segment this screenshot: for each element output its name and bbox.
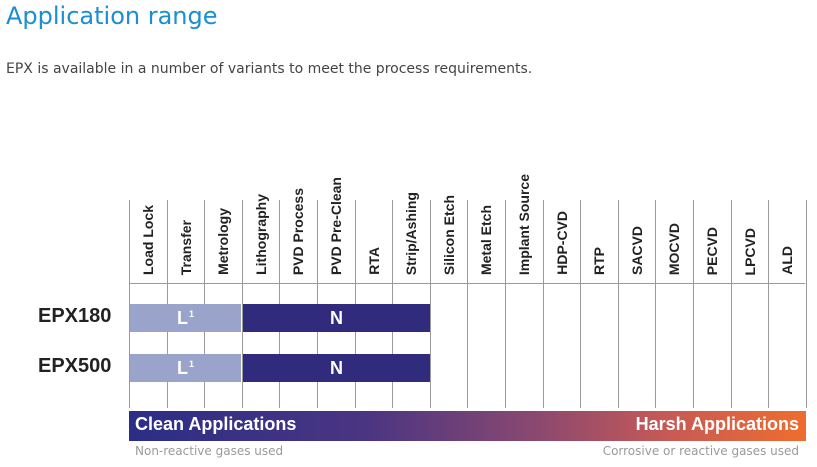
epx500-l-label: L xyxy=(176,357,188,378)
corrosive-note: Corrosive or reactive gases used xyxy=(602,444,799,458)
column-header-label: PVD Pre-Clean xyxy=(327,176,344,275)
grid-column-line xyxy=(731,200,732,408)
grid-column-line xyxy=(580,200,581,408)
column-header: Transfer xyxy=(167,150,204,275)
column-header-label: LPCVD xyxy=(741,227,758,275)
column-header-label: PECVD xyxy=(703,226,720,275)
grid-column-line xyxy=(505,200,506,408)
column-header: Load Lock xyxy=(129,150,166,275)
column-header-label: SACVD xyxy=(628,225,645,275)
column-header-label: MOCVD xyxy=(665,222,682,275)
application-scale-bar xyxy=(129,411,806,441)
page-title: Application range xyxy=(6,2,218,30)
column-header-label: HDP-CVD xyxy=(553,211,570,275)
column-header: Implant Source xyxy=(505,150,542,275)
column-header-label: Implant Source xyxy=(515,173,532,275)
column-header-label: Lithography xyxy=(252,194,269,275)
column-header-label: Metrology xyxy=(214,208,231,275)
column-header-label: Silicon Etch xyxy=(440,194,457,275)
column-header-label: Metal Etch xyxy=(477,204,494,275)
epx500-n-bar: N xyxy=(243,354,430,382)
column-header: RTP xyxy=(580,150,617,275)
column-header: RTA xyxy=(355,150,392,275)
grid-column-line xyxy=(806,200,807,408)
column-header: ALD xyxy=(768,150,805,275)
grid-column-line xyxy=(242,200,243,408)
column-header-label: RTP xyxy=(590,247,607,275)
row-label-epx180: EPX180 xyxy=(38,305,112,327)
column-header: Silicon Etch xyxy=(430,150,467,275)
column-header: HDP-CVD xyxy=(543,150,580,275)
column-header: Strip/Ashing xyxy=(392,150,429,275)
column-header: Metrology xyxy=(204,150,241,275)
harsh-applications-label: Harsh Applications xyxy=(635,414,799,434)
column-header-label: Transfer xyxy=(177,219,194,275)
column-header: SACVD xyxy=(618,150,655,275)
grid-column-line xyxy=(467,200,468,408)
column-header: LPCVD xyxy=(731,150,768,275)
row-label-epx500: EPX500 xyxy=(38,355,112,377)
grid-column-line xyxy=(430,200,431,408)
grid-column-line xyxy=(543,200,544,408)
epx180-n-bar: N xyxy=(243,304,430,332)
column-header: PVD Process xyxy=(279,150,316,275)
epx180-n-label: N xyxy=(330,307,343,328)
column-header: MOCVD xyxy=(655,150,692,275)
epx180-l-footnote: 1 xyxy=(188,309,194,319)
column-header-label: Strip/Ashing xyxy=(402,191,419,275)
column-header: Lithography xyxy=(242,150,279,275)
clean-applications-label: Clean Applications xyxy=(135,414,297,434)
non-reactive-note: Non-reactive gases used xyxy=(135,444,284,458)
column-header-label: Load Lock xyxy=(139,204,156,275)
epx500-l-footnote: 1 xyxy=(188,359,194,369)
column-header: PVD Pre-Clean xyxy=(317,150,354,275)
column-header-label: ALD xyxy=(778,246,795,275)
epx500-n-label: N xyxy=(330,357,343,378)
epx180-l-label: L xyxy=(176,307,188,328)
page-subtitle: EPX is available in a number of variants… xyxy=(6,61,533,77)
grid-column-line xyxy=(618,200,619,408)
grid-column-line xyxy=(768,200,769,408)
column-header-label: RTA xyxy=(365,247,382,275)
grid-column-line xyxy=(129,200,130,408)
grid-column-line xyxy=(655,200,656,408)
grid-column-line xyxy=(693,200,694,408)
column-header-label: PVD Process xyxy=(289,187,306,275)
column-header: Metal Etch xyxy=(467,150,504,275)
column-header: PECVD xyxy=(693,150,730,275)
